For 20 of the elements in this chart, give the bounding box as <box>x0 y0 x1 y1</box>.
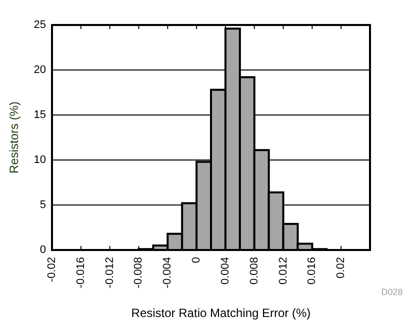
y-tick-label: 20 <box>34 64 46 76</box>
x-tick-label: -0.02 <box>46 257 58 282</box>
y-tick-label: 5 <box>40 199 46 211</box>
x-tick-label: -0.004 <box>162 257 174 288</box>
x-tick-label: 0.008 <box>248 257 260 285</box>
x-tick-label: 0 <box>190 257 203 264</box>
y-tick-label: 0 <box>40 244 46 256</box>
y-axis-title: Resistors (%) <box>7 101 21 174</box>
x-tick-label: -0.008 <box>132 257 145 288</box>
x-tick-label: -0.016 <box>74 257 87 288</box>
x-tick-label: 0.004 <box>219 257 232 285</box>
x-axis-title: Resistor Ratio Matching Error (%) <box>131 306 311 320</box>
text: D028 <box>381 287 403 297</box>
x-tick-label: -0.012 <box>104 257 116 288</box>
y-tick-label: 10 <box>34 154 46 166</box>
x-tick-label: 0.02 <box>335 257 348 278</box>
y-tick-label: 15 <box>34 109 46 121</box>
x-tick-label: 0.016 <box>306 257 318 285</box>
y-tick-label: 25 <box>34 19 46 31</box>
x-tick-label: 0.012 <box>277 257 290 285</box>
